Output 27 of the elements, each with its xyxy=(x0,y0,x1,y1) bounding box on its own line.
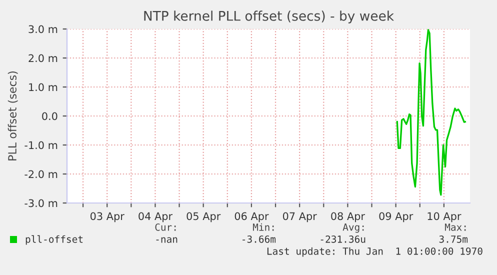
x-tick-label: 08 Apr xyxy=(331,212,365,222)
y-tick-label: -2.0 m xyxy=(24,170,58,178)
text: Cur: xyxy=(155,223,176,231)
text: Avg: xyxy=(342,224,364,233)
text: Min: xyxy=(252,223,274,231)
text: 3.75m xyxy=(439,235,468,243)
y-tick-label: 2.0 m xyxy=(28,54,58,62)
y-axis-title: PLL offset (secs) xyxy=(8,71,18,160)
text: Last update: Thu Jan 1 01:00:00 1970 xyxy=(267,247,482,257)
x-tick-label: 04 Apr xyxy=(138,212,173,222)
text: -nan xyxy=(156,237,178,243)
y-tick-label: 0.0 xyxy=(42,112,58,120)
y-tick-label: -3.0 m xyxy=(24,199,58,208)
x-tick-label: 10 Apr xyxy=(428,212,462,222)
x-tick-label: 05 Apr xyxy=(186,212,221,222)
legend-label: pll-offset xyxy=(26,235,83,245)
y-tick-label: 1.0 m xyxy=(29,83,58,92)
x-tick-label: 09 Apr xyxy=(379,212,414,222)
x-tick-label: 07 Apr xyxy=(282,212,317,222)
y-tick-label: -1.0 m xyxy=(24,141,58,150)
text: -231.36u xyxy=(320,235,366,243)
text: -3.66m xyxy=(242,235,276,243)
y-tick-label: 3.0 m xyxy=(28,25,58,34)
chart-title: NTP kernel PLL offset (secs) - by week xyxy=(144,10,394,24)
x-tick-label: 06 Apr xyxy=(234,212,269,222)
text: Max: xyxy=(444,224,466,231)
x-tick-label: 03 Apr xyxy=(90,212,124,222)
